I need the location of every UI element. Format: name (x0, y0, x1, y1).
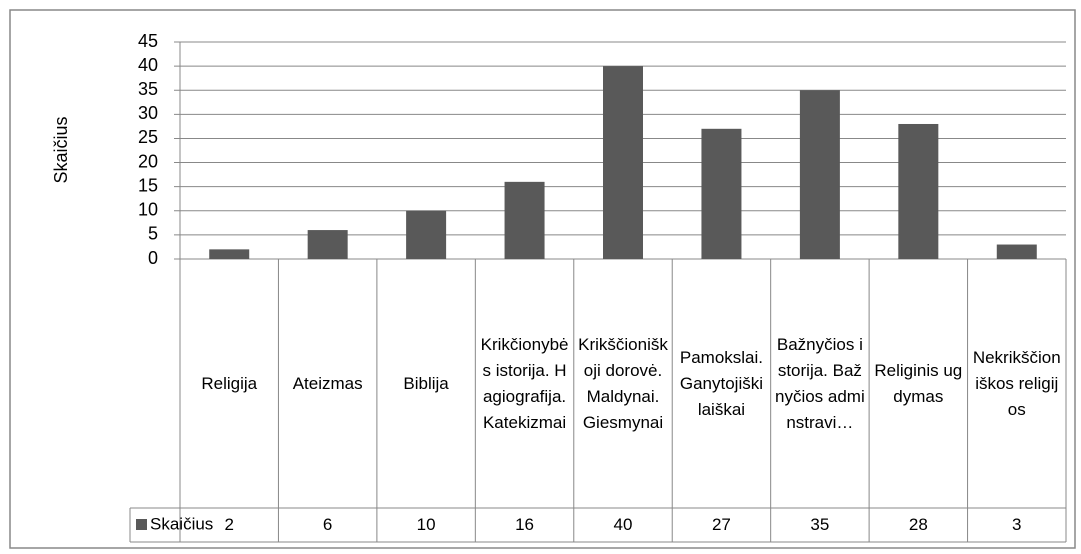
bar (996, 244, 1037, 259)
y-tick-label: 35 (138, 79, 158, 99)
category-cell: Krikščioniškoji dorovė. Maldynai. Giesmy… (578, 334, 668, 432)
y-tick-label: 5 (148, 224, 158, 244)
bar (603, 66, 643, 259)
bar (307, 230, 348, 259)
category-cell: Religija (201, 373, 258, 393)
y-tick-label: 40 (138, 55, 158, 75)
value-cell: 2 (224, 515, 234, 534)
value-cell: 40 (613, 515, 633, 534)
category-cell: Pamokslai. Ganytojiški laiškai (679, 347, 763, 419)
y-tick-label: 30 (138, 103, 158, 123)
bar (898, 123, 939, 259)
y-tick-label: 10 (138, 200, 158, 220)
category-cell: Biblija (403, 373, 449, 393)
y-tick-label: 45 (138, 31, 158, 51)
y-tick-label: 0 (148, 248, 158, 268)
chart-border (9, 9, 1076, 549)
bar (701, 128, 742, 259)
value-cell: 27 (711, 515, 731, 534)
bar (799, 90, 840, 259)
value-cell: 35 (810, 515, 830, 534)
category-cell: Ateizmas (292, 373, 363, 393)
category-cell: Krikčionybės istorija. Hagiografija. Kat… (480, 334, 569, 432)
y-tick-label: 25 (138, 127, 158, 147)
category-cell: Nekrikščioniškos religijos (972, 347, 1061, 419)
value-cell: 28 (908, 515, 928, 534)
value-cell: 16 (515, 515, 534, 534)
value-cell: 3 (1012, 515, 1022, 534)
value-cell: 10 (416, 515, 436, 534)
bar (209, 249, 250, 259)
legend-label: Skaičius (150, 514, 213, 533)
legend-swatch (136, 519, 147, 530)
y-axis-title: Skaičius (51, 116, 71, 183)
value-cell: 6 (322, 515, 333, 534)
category-cell: Bažnyčios istorija. Bažnyčios adminstrav… (774, 334, 865, 432)
y-tick-label: 20 (138, 151, 158, 171)
bar (406, 210, 447, 259)
category-cell: Religinis ugdymas (874, 360, 963, 406)
y-tick-label: 15 (138, 175, 158, 195)
bar (504, 181, 545, 259)
